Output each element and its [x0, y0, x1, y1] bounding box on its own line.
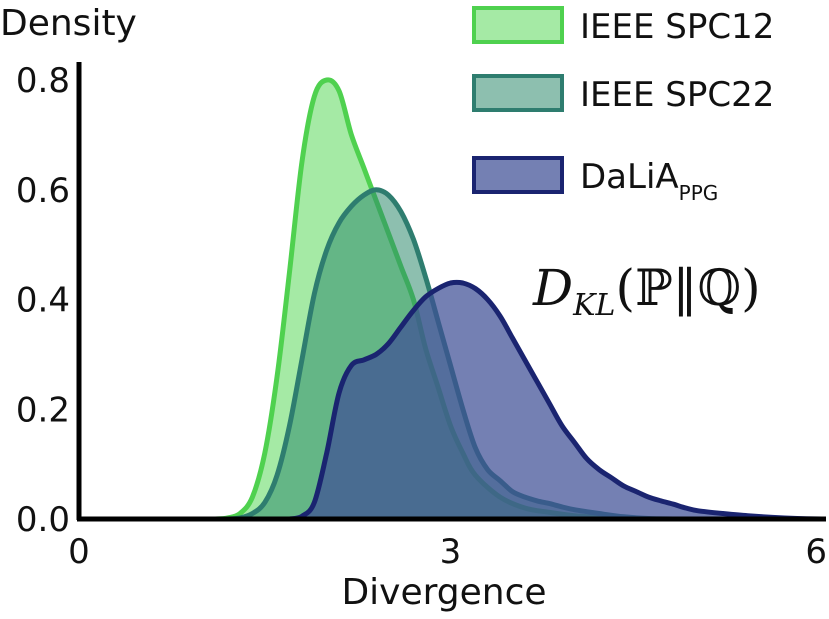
y-tick-label-0: 0.0 — [16, 500, 70, 540]
x-tick-label-0: 0 — [68, 532, 90, 572]
density-areas — [202, 77, 823, 522]
x-tick-label-1: 3 — [440, 532, 462, 572]
legend-swatch-2 — [472, 74, 564, 112]
legend-swatch-1 — [472, 6, 564, 44]
series-area-3 — [289, 282, 822, 519]
legend-label-3: DaLiAPPG — [580, 157, 718, 205]
y-tick-label-1: 0.2 — [16, 390, 70, 430]
kl-divergence-annotation: DKL(ℙ‖ℚ) — [532, 259, 761, 323]
x-tick-labels: 0 3 6 — [68, 532, 827, 572]
y-tick-labels: 0.0 0.2 0.4 0.6 0.8 — [16, 61, 70, 540]
legend-swatch-3 — [472, 156, 564, 194]
legend-label-2: IEEE SPC22 — [580, 75, 774, 115]
series-line-3 — [288, 279, 823, 522]
y-tick-label-2: 0.4 — [16, 281, 70, 321]
y-tick-label-4: 0.8 — [16, 61, 70, 101]
y-tick-label-3: 0.6 — [16, 171, 70, 211]
x-axis-title: Divergence — [341, 572, 546, 613]
legend-label-1: IEEE SPC12 — [580, 7, 774, 47]
x-tick-label-2: 6 — [805, 532, 827, 572]
legend: IEEE SPC12 IEEE SPC22 DaLiAPPG — [472, 6, 774, 205]
y-axis-title: Density — [0, 3, 137, 44]
